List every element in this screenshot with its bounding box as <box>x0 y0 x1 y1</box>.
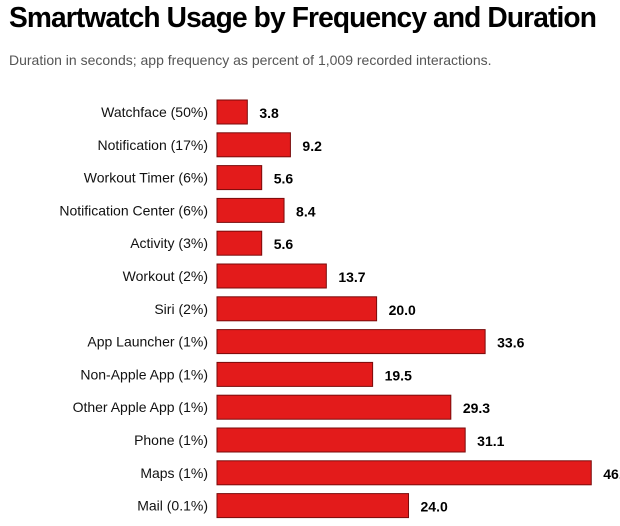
bar-activity <box>216 230 263 256</box>
value-label-notification-center: 8.4 <box>296 203 316 219</box>
bar-notification <box>216 132 291 158</box>
bar-maps <box>216 460 592 486</box>
bar-app-launcher <box>216 329 486 355</box>
category-label-workout: Workout (2%) <box>123 268 208 284</box>
category-label-app-launcher: App Launcher (1%) <box>87 334 208 350</box>
bar-siri <box>216 296 378 322</box>
category-label-siri: Siri (2%) <box>154 301 208 317</box>
value-label-mail: 24.0 <box>421 499 448 515</box>
bar-non-apple-app <box>216 361 374 387</box>
category-label-phone: Phone (1%) <box>134 432 208 448</box>
value-label-workout-timer: 5.6 <box>274 171 294 187</box>
bar-watchface <box>216 99 248 125</box>
value-label-notification: 9.2 <box>302 138 322 154</box>
value-label-activity: 5.6 <box>274 236 294 252</box>
category-label-notification: Notification (17%) <box>98 137 209 153</box>
category-label-watchface: Watchface (50%) <box>101 104 208 120</box>
category-label-non-apple-app: Non-Apple App (1%) <box>80 366 208 382</box>
chart-subtitle: Duration in seconds; app frequency as pe… <box>9 52 492 68</box>
bar-workout <box>216 263 327 289</box>
value-label-siri: 20.0 <box>389 302 416 318</box>
value-label-phone: 31.1 <box>477 433 504 449</box>
value-label-watchface: 3.8 <box>259 105 279 121</box>
bar-notification-center <box>216 197 285 223</box>
value-label-non-apple-app: 19.5 <box>385 367 412 383</box>
value-label-app-launcher: 33.6 <box>497 335 524 351</box>
value-label-workout: 13.7 <box>338 269 365 285</box>
bar-mail <box>216 493 410 519</box>
category-label-mail: Mail (0.1%) <box>137 498 208 514</box>
chart-title: Smartwatch Usage by Frequency and Durati… <box>9 2 597 34</box>
value-label-other-apple-app: 29.3 <box>463 400 490 416</box>
bar-workout-timer <box>216 165 263 191</box>
bar-other-apple-app <box>216 394 452 420</box>
category-label-workout-timer: Workout Timer (6%) <box>84 170 208 186</box>
category-label-notification-center: Notification Center (6%) <box>59 202 208 218</box>
value-label-maps: 46.9 <box>603 466 620 482</box>
bar-phone <box>216 427 466 453</box>
category-label-activity: Activity (3%) <box>130 235 208 251</box>
category-label-maps: Maps (1%) <box>140 465 208 481</box>
category-label-other-apple-app: Other Apple App (1%) <box>73 399 208 415</box>
